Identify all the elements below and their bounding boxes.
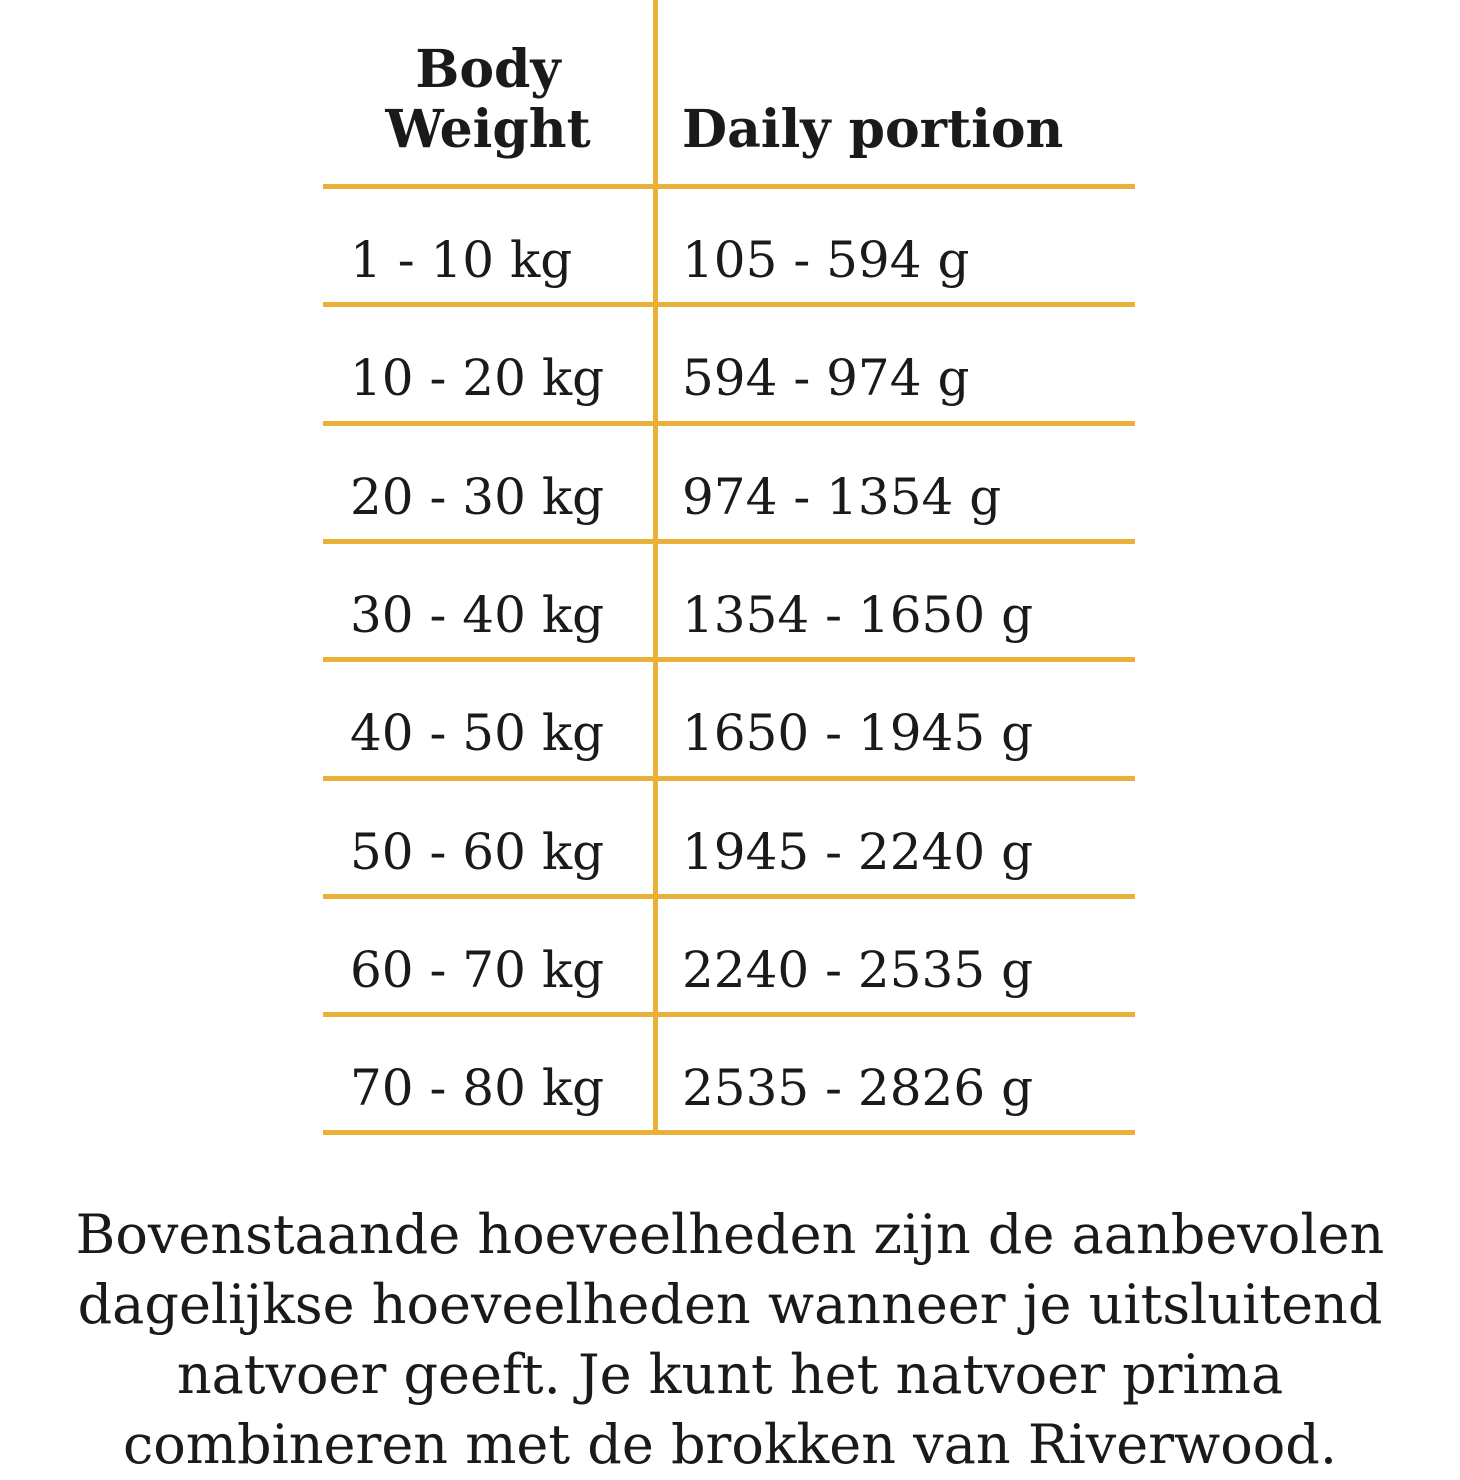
row-rule [323, 1130, 1135, 1136]
cell-body-weight: 20 - 30 kg [350, 467, 605, 526]
cell-daily-portion: 1354 - 1650 g [682, 585, 1034, 644]
cell-daily-portion: 1650 - 1945 g [682, 704, 1034, 763]
cell-daily-portion: 2240 - 2535 g [682, 940, 1034, 999]
row-rule [323, 893, 1135, 899]
cell-body-weight: 60 - 70 kg [350, 940, 605, 999]
cell-body-weight: 50 - 60 kg [350, 822, 605, 881]
header-body-weight-line2: Weight [385, 99, 591, 160]
note-line: Bovenstaande hoeveelheden zijn de aanbev… [75, 1203, 1385, 1266]
note-line: combineren met de brokken van Riverwood. [122, 1413, 1338, 1476]
cell-body-weight: 10 - 20 kg [350, 349, 605, 408]
row-rule [323, 420, 1135, 426]
cell-body-weight: 1 - 10 kg [350, 231, 573, 289]
cell-body-weight: 40 - 50 kg [350, 704, 605, 763]
cell-daily-portion: 2535 - 2826 g [682, 1059, 1034, 1118]
header-body-weight-line1: Body [415, 39, 561, 100]
cell-daily-portion: 1945 - 2240 g [682, 822, 1034, 881]
column-divider [653, 0, 658, 1134]
row-rule [323, 775, 1135, 781]
header-daily-portion: Daily portion [682, 99, 1064, 160]
cell-daily-portion: 105 - 594 g [682, 231, 970, 289]
note-line: natvoer geeft. Je kunt het natvoer prima [176, 1343, 1284, 1406]
feeding-note: Bovenstaande hoeveelheden zijn de aanbev… [0, 1200, 1460, 1480]
note-line: dagelijkse hoeveelheden wanneer je uitsl… [77, 1273, 1383, 1336]
header-body-weight: Body Weight [323, 40, 653, 160]
header-rule [323, 184, 1135, 189]
row-rule [323, 538, 1135, 544]
cell-body-weight: 30 - 40 kg [350, 585, 605, 644]
row-rule [323, 1012, 1135, 1018]
row-rule [323, 302, 1135, 308]
cell-daily-portion: 974 - 1354 g [682, 467, 1002, 526]
cell-daily-portion: 594 - 974 g [682, 349, 970, 408]
row-rule [323, 657, 1135, 663]
cell-body-weight: 70 - 80 kg [350, 1059, 605, 1118]
